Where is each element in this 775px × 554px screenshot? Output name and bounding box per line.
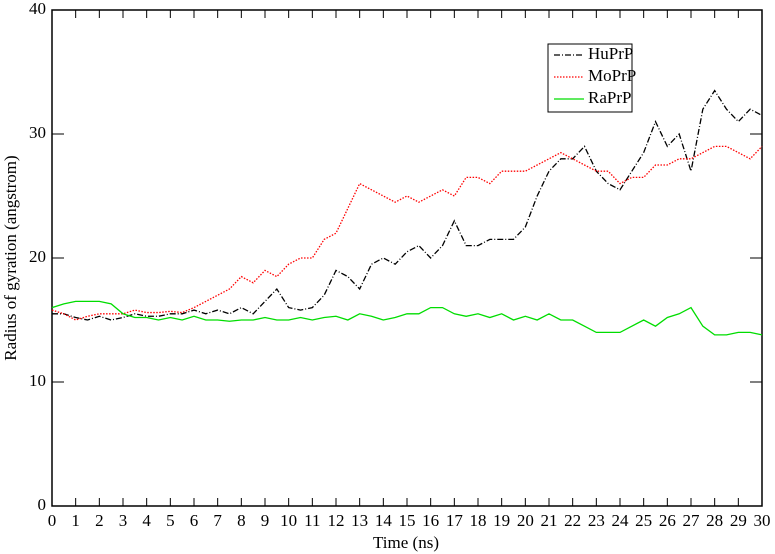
legend-label: HuPrP: [588, 44, 633, 63]
y-axis-label: Radius of gyration (angstrom): [1, 155, 20, 360]
x-tick-label: 23: [588, 511, 605, 530]
x-tick-label: 14: [375, 511, 393, 530]
x-tick-label: 10: [280, 511, 297, 530]
x-tick-label: 4: [142, 511, 151, 530]
series-line: [52, 89, 763, 321]
y-tick-label: 30: [29, 123, 46, 142]
series-line: [51, 300, 763, 336]
x-tick-label: 2: [95, 511, 104, 530]
x-tick-label: 5: [166, 511, 175, 530]
x-tick-label: 9: [261, 511, 270, 530]
x-tick-label: 12: [328, 511, 345, 530]
x-tick-label: 13: [351, 511, 368, 530]
x-tick-label: 25: [635, 511, 652, 530]
x-tick-label: 7: [213, 511, 222, 530]
x-tick-label: 30: [754, 511, 771, 530]
x-tick-label: 19: [493, 511, 510, 530]
plot-frame: [51, 9, 763, 507]
x-tick-label: 17: [446, 511, 464, 530]
x-tick-label: 29: [730, 511, 747, 530]
x-tick-label: 16: [422, 511, 439, 530]
x-tick-label: 1: [71, 511, 80, 530]
x-tick-label: 6: [190, 511, 199, 530]
x-tick-label: 15: [399, 511, 416, 530]
x-tick-label: 11: [304, 511, 320, 530]
x-tick-label: 22: [564, 511, 581, 530]
y-tick-label: 10: [29, 371, 46, 390]
x-tick-label: 18: [470, 511, 487, 530]
x-tick-label: 3: [119, 511, 128, 530]
x-tick-label: 8: [237, 511, 246, 530]
y-tick-label: 20: [29, 247, 46, 266]
x-tick-label: 21: [541, 511, 558, 530]
series-line: [51, 145, 763, 321]
x-tick-label: 28: [706, 511, 723, 530]
x-tick-label: 0: [48, 511, 57, 530]
x-tick-label: 20: [517, 511, 534, 530]
x-tick-label: 26: [659, 511, 676, 530]
y-tick-label: 40: [29, 0, 46, 18]
x-axis-label: Time (ns): [373, 533, 439, 552]
legend-label: RaPrP: [588, 88, 631, 107]
x-tick-label: 24: [612, 511, 630, 530]
x-tick-label: 27: [683, 511, 701, 530]
legend-label: MoPrP: [588, 66, 636, 85]
y-tick-label: 0: [38, 495, 47, 514]
